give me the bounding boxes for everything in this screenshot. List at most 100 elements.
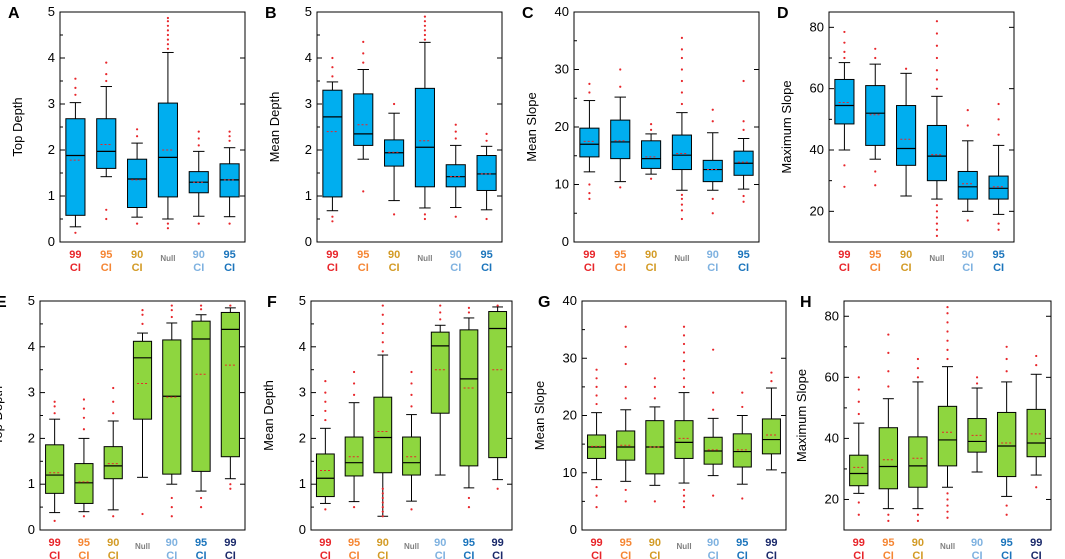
y-tick-label: 20 [825,491,839,506]
outlier-point [966,109,969,112]
outlier-point [712,494,715,497]
category-label-line2: CI [591,550,602,559]
category-label-line2: CI [193,262,204,274]
category-label-line2: CI [101,262,112,274]
iqr-box [641,140,662,169]
category-label-line1: 95 [480,249,492,261]
box-g-6 [732,391,752,500]
outlier-point [770,371,773,374]
category-label-line1: 90 [707,249,719,261]
outlier-point [105,61,108,64]
outlier-point [619,68,622,71]
outlier-point [843,164,846,167]
outlier-point [135,135,139,138]
outlier-point [935,234,939,237]
outlier-point [166,227,170,230]
outlier-point [166,47,170,50]
box-b-2 [353,40,374,193]
iqr-box [732,433,752,468]
y-tick-label: 4 [305,50,312,65]
box-f-4 [402,370,421,511]
outlier-point [997,102,1000,106]
outlier-point [53,412,56,415]
outlier-point [935,222,939,225]
outlier-point [887,385,890,388]
outlier-point [141,309,144,312]
box-g-7 [761,371,781,471]
outlier-point [1005,357,1008,361]
outlier-point [381,510,384,513]
outlier-point [197,144,200,147]
outlier-point [105,79,108,83]
outlier-point [170,506,173,509]
outlier-point [595,506,598,509]
outlier-point [742,200,745,203]
outlier-point [741,405,744,409]
box-d-6 [988,102,1009,231]
iqr-box [488,311,508,459]
category-label-line2: CI [108,550,119,559]
outlier-point [324,418,327,422]
outlier-point [916,513,920,516]
outlier-point [682,500,686,503]
outlier-point [199,506,203,509]
outlier-point [946,312,949,315]
outlier-point [680,48,684,51]
iqr-box [322,89,343,198]
outlier-point [105,217,108,221]
category-label-line2: CI [224,262,235,274]
box-c-2 [610,68,631,189]
outlier-point [680,91,684,94]
plot-frame [59,11,246,243]
panel-letter: F [267,294,277,311]
outlier-point [843,30,846,34]
outlier-point [381,506,384,509]
outlier-point [588,192,591,195]
outlier-point [1035,354,1038,358]
iqr-box [988,175,1009,200]
outlier-point [423,15,427,18]
outlier-point [935,210,939,213]
box-a-4 [157,16,178,230]
iqr-box [45,444,65,494]
category-label-line1: 95 [614,249,626,261]
y-tick-label: 0 [305,234,312,249]
outlier-point [680,217,684,221]
box-c-5 [702,108,723,215]
outlier-point [653,377,656,380]
outlier-point [467,506,471,509]
outlier-point [595,368,598,371]
outlier-point [82,416,86,419]
outlier-point [197,222,200,225]
y-axis-label: Mean Slope [524,92,539,161]
iqr-box [445,164,466,188]
outlier-point [653,500,656,503]
y-tick-label: 2 [28,430,35,445]
panel-letter: B [265,5,277,22]
outlier-point [680,102,684,106]
panel-letter: D [777,5,789,22]
outlier-point [352,393,356,396]
outlier-point [331,220,334,223]
box-h-1 [849,376,869,516]
outlier-point [874,56,877,60]
outlier-point [166,20,170,23]
outlier-point [874,184,877,187]
category-label-line2: CI [349,550,360,559]
outlier-point [439,318,442,321]
outlier-point [485,139,488,142]
y-tick-label: 2 [305,142,312,157]
outlier-point [887,351,890,355]
outlier-point [199,304,203,307]
y-tick-label: 4 [28,339,35,354]
plot-frame [843,300,1052,531]
category-label-line2: CI [49,550,60,559]
category-label-line1: 95 [737,249,749,261]
outlier-point [199,496,203,500]
outlier-point [588,183,591,186]
box-d-3 [896,67,917,197]
iqr-box [414,87,435,188]
category-label-line2: CI [649,550,660,559]
iqr-box [191,320,211,472]
